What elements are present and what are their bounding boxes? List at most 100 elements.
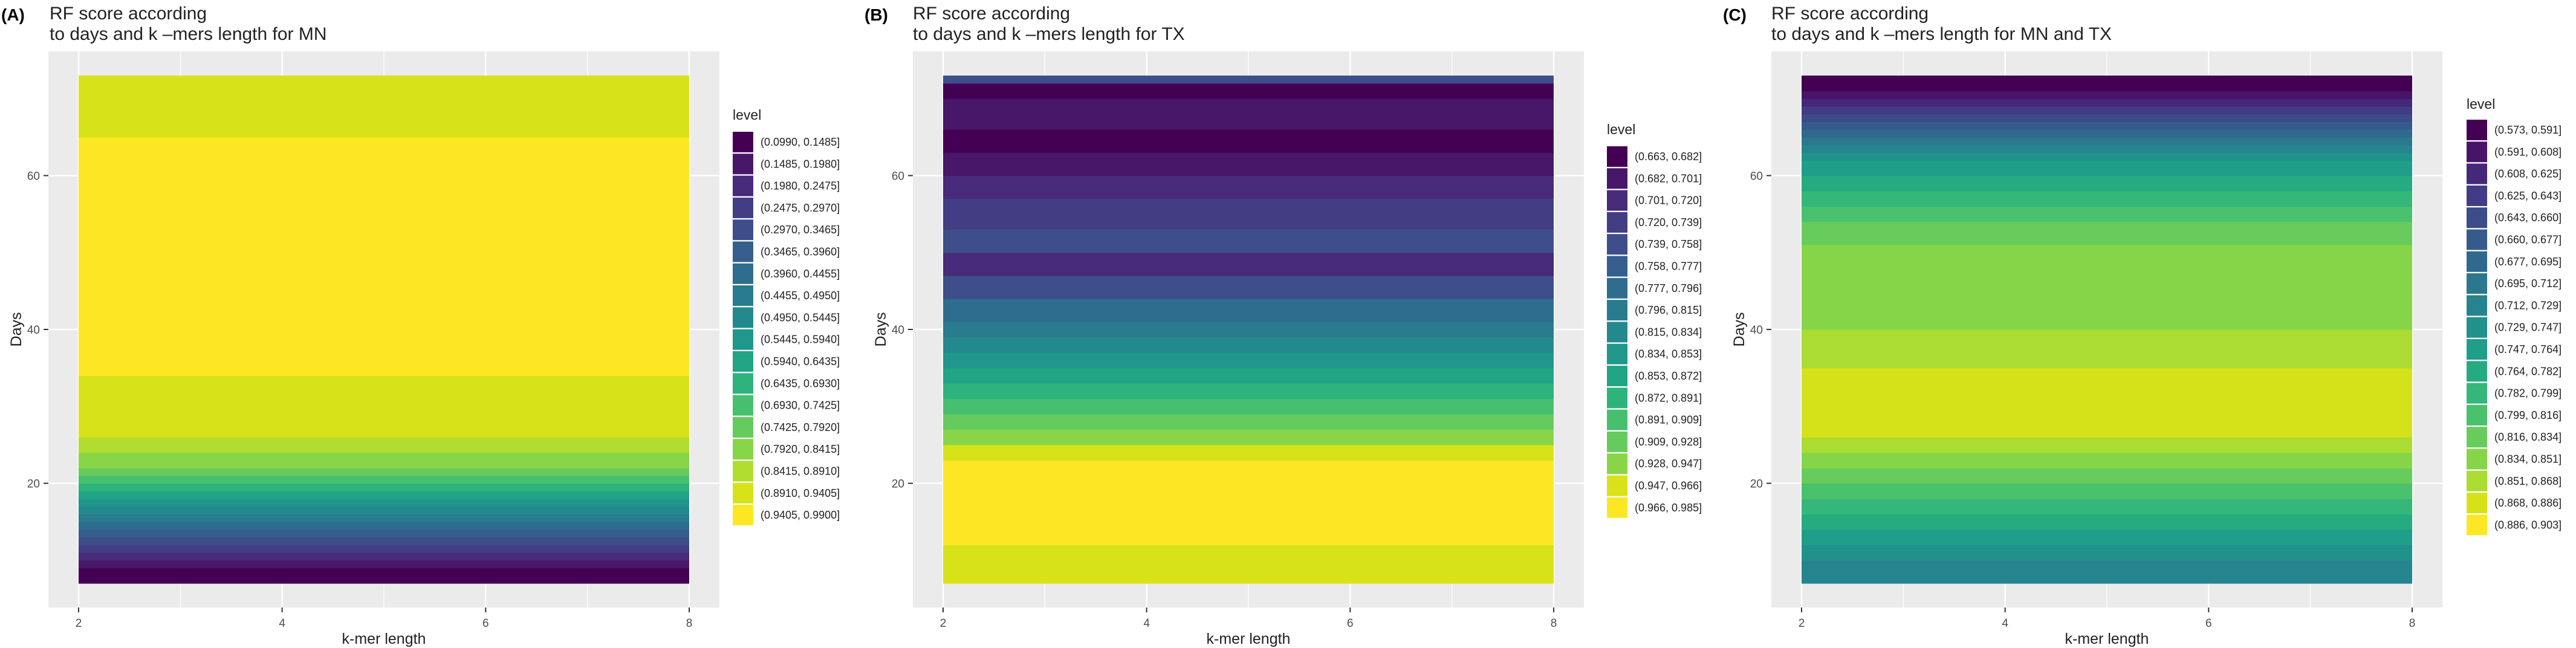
contour-band bbox=[943, 252, 1554, 276]
legend-swatch bbox=[2467, 404, 2487, 426]
legend-swatch bbox=[2467, 317, 2487, 338]
chart-title-line: RF score according bbox=[50, 4, 207, 24]
legend-swatch bbox=[2467, 295, 2487, 316]
x-axis-title: k-mer length bbox=[342, 630, 426, 647]
contour-band bbox=[1802, 514, 2412, 530]
y-axis-title: Days bbox=[8, 313, 25, 347]
legend-swatch bbox=[1607, 343, 1627, 364]
legend-swatch bbox=[733, 197, 753, 218]
y-tick-label: 40 bbox=[27, 324, 40, 337]
legend-label: (0.816, 0.834] bbox=[2494, 431, 2561, 443]
legend-swatch bbox=[733, 351, 753, 372]
contour-band bbox=[943, 275, 1554, 299]
contour-band bbox=[79, 375, 689, 438]
contour-band bbox=[1802, 175, 2412, 192]
chart-title-line: to days and k –mers length for TX bbox=[913, 24, 1185, 44]
legend-label: (0.7920, 0.8415] bbox=[761, 443, 840, 455]
legend-label: (0.758, 0.777] bbox=[1635, 261, 1702, 273]
legend-swatch bbox=[733, 482, 753, 504]
y-axis-title: Days bbox=[872, 313, 889, 347]
legend-label: (0.729, 0.747] bbox=[2494, 322, 2561, 334]
legend-label: (0.796, 0.815] bbox=[1635, 304, 1702, 316]
y-tick-label: 60 bbox=[27, 170, 40, 183]
legend-swatch bbox=[733, 461, 753, 482]
contour-band bbox=[1802, 122, 2412, 130]
legend-label: (0.5445, 0.5940] bbox=[761, 334, 840, 346]
contour-band bbox=[943, 152, 1554, 177]
contour-band bbox=[943, 545, 1554, 584]
legend-label: (0.834, 0.853] bbox=[1635, 348, 1702, 360]
chart-title-line: RF score according bbox=[913, 4, 1070, 24]
contour-band bbox=[1802, 160, 2412, 177]
legend-label: (0.739, 0.758] bbox=[1635, 238, 1702, 250]
contour-band bbox=[1802, 190, 2412, 207]
contour-band bbox=[943, 383, 1554, 400]
x-tick-label: 8 bbox=[2409, 617, 2416, 630]
contour-band bbox=[79, 568, 689, 584]
legend-swatch bbox=[1607, 234, 1627, 255]
legend-swatch bbox=[1607, 190, 1627, 211]
legend-swatch bbox=[2467, 185, 2487, 206]
contour-band bbox=[79, 514, 689, 522]
legend-swatch bbox=[1607, 146, 1627, 167]
y-tick-label: 40 bbox=[892, 324, 904, 337]
contour-band bbox=[1802, 99, 2412, 107]
legend-label: (0.799, 0.816] bbox=[2494, 409, 2561, 421]
legend-swatch bbox=[1607, 497, 1627, 518]
legend-title: level bbox=[2467, 96, 2495, 112]
contour-band bbox=[1802, 245, 2412, 330]
legend-label: (0.6435, 0.6930] bbox=[761, 377, 840, 389]
contour-band bbox=[943, 198, 1554, 230]
legend-label: (0.625, 0.643] bbox=[2494, 190, 2561, 202]
legend-swatch bbox=[1607, 322, 1627, 343]
legend-swatch bbox=[733, 329, 753, 350]
contour-band bbox=[1802, 144, 2412, 153]
contour-band bbox=[79, 529, 689, 538]
contour-band bbox=[1802, 137, 2412, 146]
legend-label: (0.677, 0.695] bbox=[2494, 256, 2561, 268]
legend-swatch bbox=[733, 241, 753, 262]
legend-swatch bbox=[1607, 453, 1627, 475]
legend-swatch bbox=[2467, 383, 2487, 404]
legend-label: (0.720, 0.739] bbox=[1635, 216, 1702, 228]
legend-label: (0.868, 0.886] bbox=[2494, 497, 2561, 509]
contour-band bbox=[79, 499, 689, 507]
legend-label: (0.764, 0.782] bbox=[2494, 365, 2561, 377]
legend-swatch bbox=[2467, 493, 2487, 514]
legend-swatch bbox=[2467, 141, 2487, 163]
legend: level (0.0990, 0.1485] (0.1485, 0.1980] (0.… bbox=[733, 107, 840, 526]
x-tick-label: 4 bbox=[279, 617, 285, 630]
contour-band bbox=[79, 483, 689, 491]
legend-label: (0.7425, 0.7920] bbox=[761, 421, 840, 433]
legend-swatch bbox=[2467, 207, 2487, 228]
contour-band bbox=[1802, 76, 2412, 92]
contour-band bbox=[1802, 129, 2412, 138]
x-axis-title: k-mer length bbox=[2065, 630, 2149, 647]
legend-swatch bbox=[1607, 431, 1627, 452]
chart-title-line: RF score according bbox=[1771, 4, 1929, 24]
legend-label: (0.663, 0.682] bbox=[1635, 151, 1702, 163]
legend-swatch bbox=[1607, 168, 1627, 189]
contour-band bbox=[943, 175, 1554, 199]
x-tick-label: 2 bbox=[940, 617, 947, 630]
legend-label: (0.9405, 0.9900] bbox=[761, 509, 840, 521]
legend-label: (0.872, 0.891] bbox=[1635, 392, 1702, 404]
legend-label: (0.782, 0.799] bbox=[2494, 387, 2561, 400]
chart-title-line: to days and k –mers length for MN bbox=[50, 24, 327, 44]
legend-label: (0.928, 0.947] bbox=[1635, 458, 1702, 470]
legend-swatch bbox=[2467, 514, 2487, 536]
contour-band bbox=[79, 560, 689, 569]
contour-band bbox=[1802, 468, 2412, 484]
contour-bands bbox=[79, 76, 689, 584]
contour-band bbox=[1802, 152, 2412, 161]
legend-label: (0.777, 0.796] bbox=[1635, 282, 1702, 294]
contour-band bbox=[1802, 452, 2412, 468]
contour-band bbox=[79, 437, 689, 453]
legend-label: (0.1485, 0.1980] bbox=[761, 158, 840, 170]
legend-label: (0.573, 0.591] bbox=[2494, 124, 2561, 136]
contour-band bbox=[79, 76, 689, 138]
legend-label: (0.695, 0.712] bbox=[2494, 277, 2561, 290]
